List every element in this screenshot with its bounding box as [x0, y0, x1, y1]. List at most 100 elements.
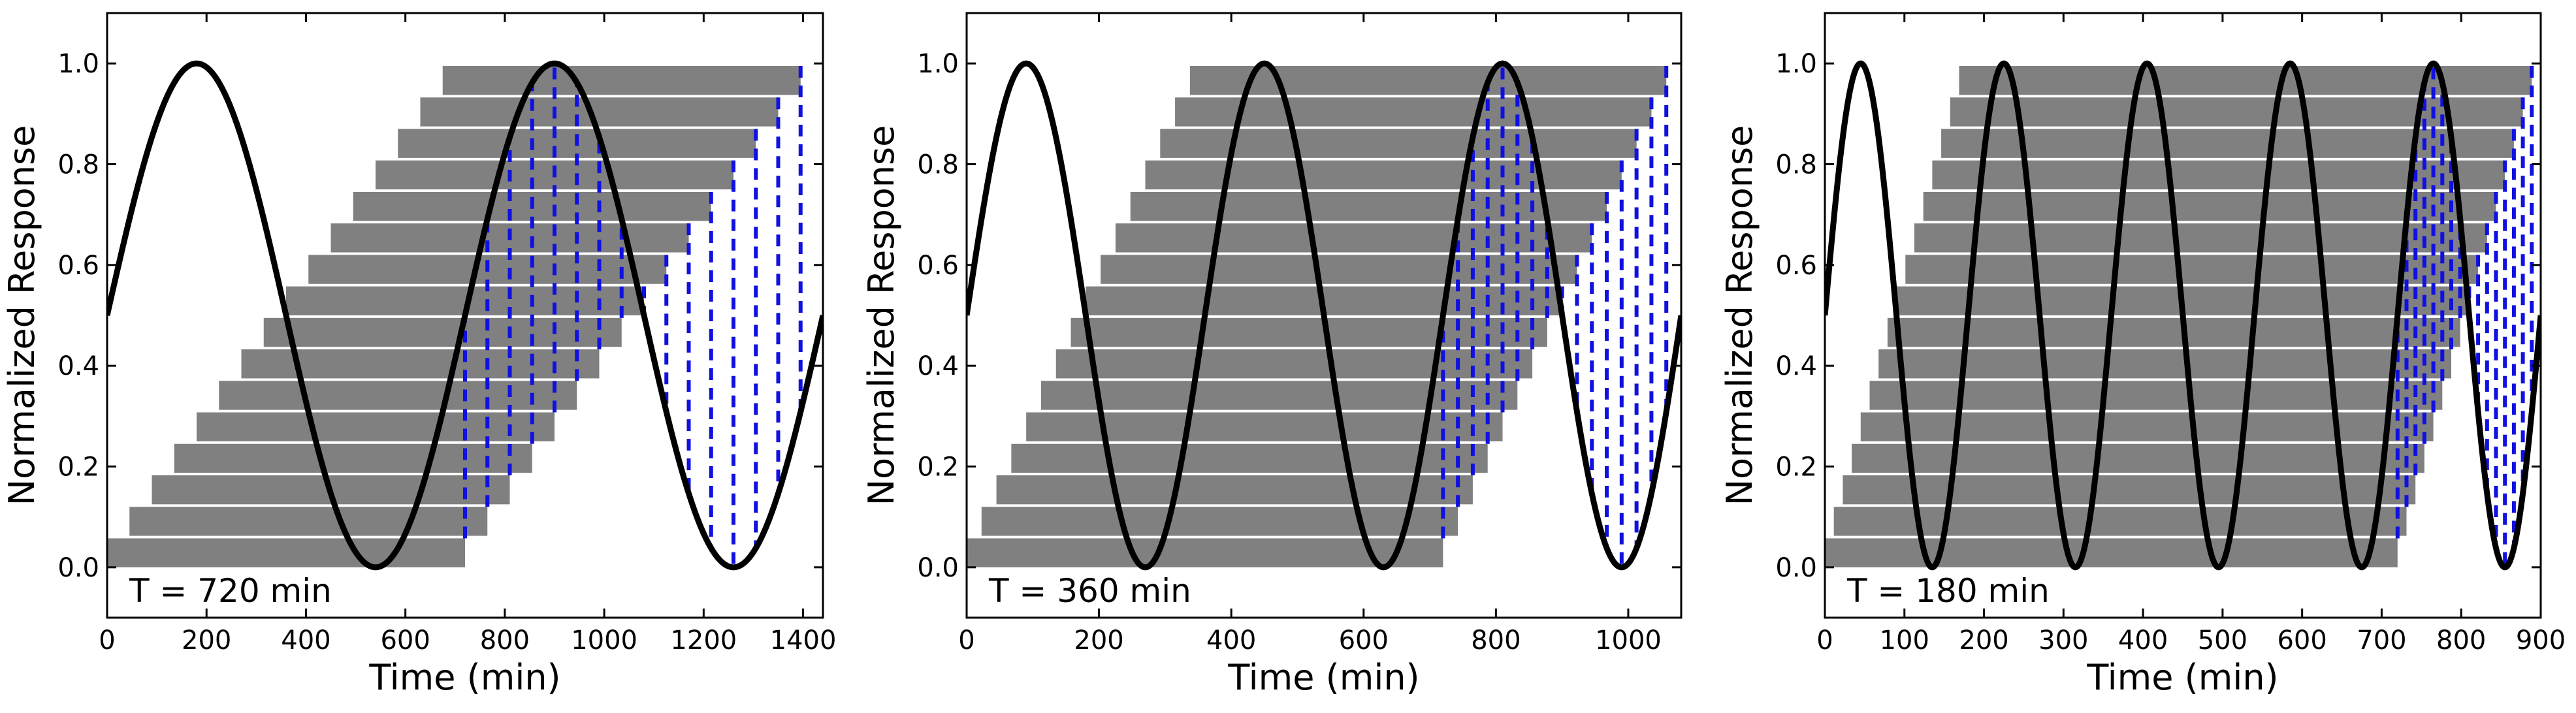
x-tick-label: 800 — [2436, 626, 2486, 656]
period-annotation: T = 720 min — [129, 572, 332, 610]
chart-panel-2: 0 200 400 600 800 1000 0.0 0.2 0.4 0.6 0.8 1.0 Time … — [861, 12, 1682, 698]
bar-1 — [107, 538, 465, 567]
y-axis-label: Normalized Response — [1719, 125, 1760, 506]
y-tick-label: 0.0 — [1775, 553, 1817, 583]
bar-8 — [1887, 317, 2460, 347]
y-axis-label: Normalized Response — [1, 125, 42, 506]
x-tick-label: 200 — [1074, 626, 1123, 656]
y-tick-label: 0.0 — [57, 553, 99, 583]
bar-6 — [219, 381, 577, 410]
axes-frame — [1824, 12, 2542, 619]
chart-panel-1: 0 200 400 600 800 1000 1200 1400 0.0 0.2 0.4 0.6 0.8… — [1, 12, 837, 698]
x-tick-label: 600 — [2277, 626, 2326, 656]
bar-10 — [1905, 255, 2479, 284]
bar-16 — [1189, 66, 1667, 95]
axes-frame — [965, 12, 1682, 619]
y-tick-label: 0.2 — [917, 452, 959, 483]
y-tick-label: 0.8 — [57, 150, 99, 180]
bar-1 — [1825, 538, 2398, 567]
x-tick-label: 600 — [1339, 626, 1389, 656]
x-tick-label: 1000 — [571, 626, 637, 656]
axes-frame — [106, 12, 824, 619]
y-tick-label: 1.0 — [1775, 49, 1817, 79]
x-tick-label: 0 — [958, 626, 974, 656]
bar-4 — [1852, 443, 2424, 473]
y-tick-label: 0.8 — [1775, 150, 1817, 180]
x-tick-label: 200 — [1959, 626, 2008, 656]
x-tick-label: 600 — [380, 626, 430, 656]
y-tick-label: 0.8 — [917, 150, 959, 180]
x-tick-label: 1000 — [1595, 626, 1662, 656]
response-curve — [1825, 60, 2541, 571]
x-tick-label: 400 — [281, 626, 330, 656]
bar-14 — [1160, 129, 1637, 158]
response-curve — [967, 60, 1681, 571]
bar-4 — [1011, 443, 1488, 473]
x-tick-label: 800 — [480, 626, 530, 656]
bar-15 — [420, 97, 779, 127]
y-axis-label: Normalized Response — [861, 125, 902, 506]
bar-7 — [1055, 349, 1533, 379]
bar-6 — [1869, 381, 2443, 410]
bar-1 — [967, 538, 1443, 567]
bar-3 — [1843, 475, 2416, 505]
plot-area — [1825, 60, 2541, 571]
bar-5 — [1860, 412, 2434, 441]
y-tick-label: 0.0 — [917, 553, 959, 583]
bar-12 — [1130, 191, 1607, 221]
y-tick-label: 0.2 — [1775, 452, 1817, 483]
bar-15 — [1950, 97, 2523, 127]
x-tick-label: 900 — [2516, 626, 2566, 656]
y-tick-label: 0.4 — [917, 351, 959, 381]
bar-16 — [442, 66, 801, 95]
bar-2 — [129, 507, 488, 536]
x-tick-label: 200 — [182, 626, 231, 656]
period-annotation: T = 180 min — [1846, 572, 2050, 610]
bar-10 — [1101, 255, 1577, 284]
bar-4 — [174, 443, 532, 473]
x-axis-label: Time (min) — [1227, 657, 1419, 698]
y-tick-label: 0.4 — [1775, 351, 1817, 381]
y-tick-label: 0.6 — [57, 251, 99, 281]
x-axis-label: Time (min) — [2086, 657, 2278, 698]
x-tick-label: 700 — [2357, 626, 2406, 656]
x-tick-label: 800 — [1471, 626, 1521, 656]
bar-8 — [263, 317, 622, 347]
bar-6 — [1040, 381, 1518, 410]
x-tick-label: 300 — [2038, 626, 2088, 656]
bar-8 — [1071, 317, 1547, 347]
y-tick-label: 0.2 — [57, 452, 99, 483]
x-tick-label: 400 — [1206, 626, 1256, 656]
x-tick-label: 100 — [1880, 626, 1929, 656]
bar-12 — [1923, 191, 2496, 221]
bar-15 — [1175, 97, 1652, 127]
bar-14 — [1941, 129, 2514, 158]
response-curve — [107, 60, 823, 571]
x-tick-label: 0 — [99, 626, 115, 656]
bar-3 — [996, 475, 1473, 505]
y-tick-label: 0.6 — [917, 251, 959, 281]
x-tick-label: 1200 — [670, 626, 737, 656]
bar-11 — [1914, 223, 2487, 253]
plot-area — [967, 60, 1681, 571]
bar-13 — [1932, 160, 2505, 190]
y-tick-label: 0.6 — [1775, 251, 1817, 281]
bar-2 — [1833, 507, 2407, 536]
x-tick-label: 1400 — [770, 626, 837, 656]
x-tick-label: 500 — [2198, 626, 2247, 656]
y-tick-label: 1.0 — [917, 49, 959, 79]
chart-panel-3: 0 100 200 300 400 500 600 700 800 900 0.0 0.2 0.4 0.6… — [1719, 12, 2566, 698]
bar-2 — [981, 507, 1458, 536]
x-axis-label: Time (min) — [368, 657, 560, 698]
y-tick-label: 1.0 — [57, 49, 99, 79]
x-tick-label: 400 — [2118, 626, 2168, 656]
bar-7 — [1878, 349, 2451, 379]
bar-5 — [1026, 412, 1503, 441]
x-tick-label: 0 — [1816, 626, 1833, 656]
y-tick-label: 0.4 — [57, 351, 99, 381]
bar-11 — [1115, 223, 1592, 253]
period-annotation: T = 360 min — [988, 572, 1191, 610]
bar-5 — [197, 412, 555, 441]
bar-13 — [1145, 160, 1622, 190]
